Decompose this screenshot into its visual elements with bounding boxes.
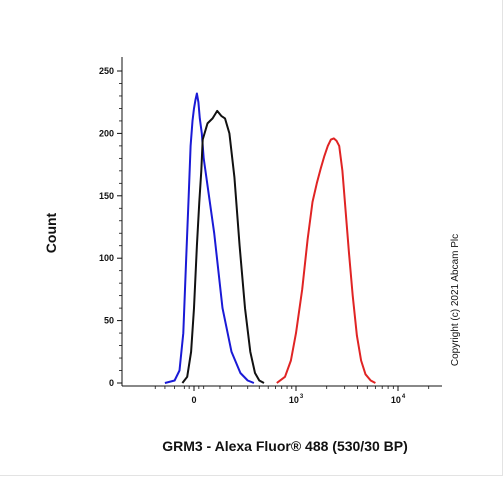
y-axis-ticks: 0 50 100 150 200 250	[99, 66, 122, 388]
x-tick-label: 104	[391, 394, 406, 405]
x-axis-title: GRM3 - Alexa Fluor® 488 (530/30 BP)	[162, 438, 408, 454]
series-layer	[164, 92, 376, 384]
axes	[121, 57, 442, 387]
y-tick-label: 200	[99, 128, 114, 138]
y-tick-label: 50	[104, 316, 114, 326]
histogram-series-1	[164, 92, 255, 384]
y-tick-label: 100	[99, 253, 114, 263]
histogram-series-3	[276, 137, 376, 384]
y-axis-title: Count	[43, 212, 59, 253]
x-tick-label: 0	[191, 395, 196, 405]
x-tick-label: 103	[289, 394, 304, 405]
histogram-series-2	[181, 109, 265, 384]
copyright-annotation: Copyright (c) 2021 Abcam Plc	[450, 234, 461, 366]
x-axis-ticks: 0 103 104	[154, 386, 430, 405]
y-tick-label: 0	[109, 378, 114, 388]
y-tick-label: 150	[99, 191, 114, 201]
y-tick-label: 250	[99, 66, 114, 76]
